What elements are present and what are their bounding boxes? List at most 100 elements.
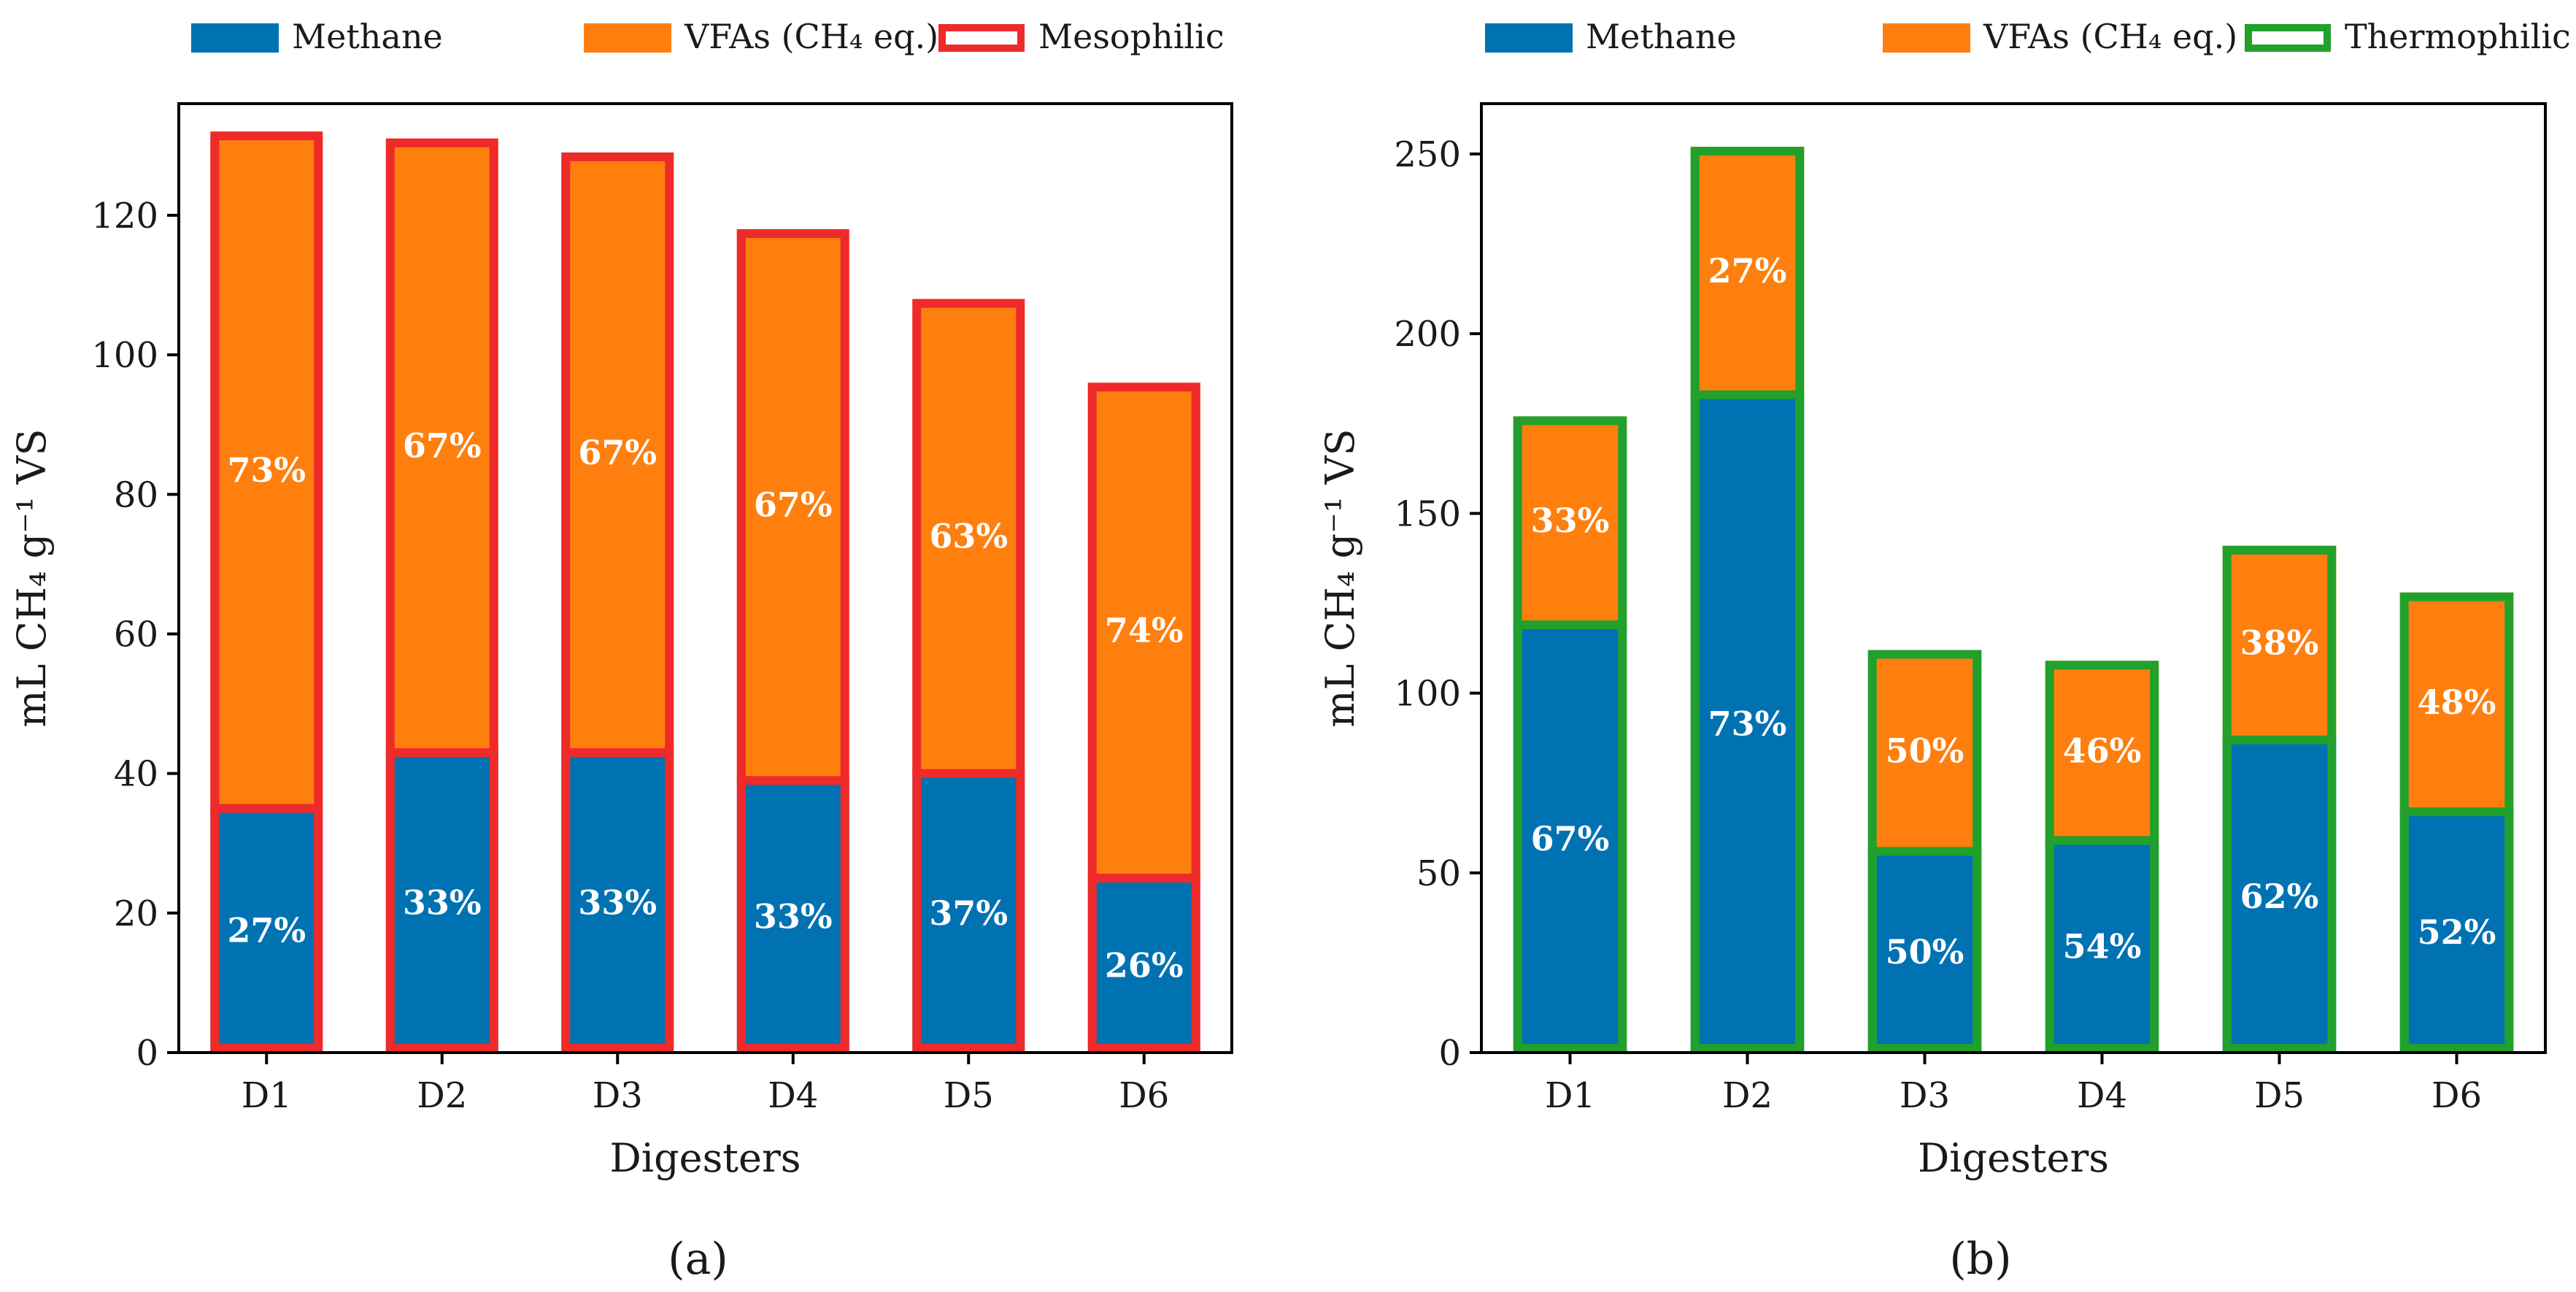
label-vfas-d1-a: 73% (227, 450, 306, 490)
plot-frame-b (1480, 102, 2547, 1054)
chart-panel-b: Methane VFAs (CH₄ eq.) Thermophilic 67% 3… (1317, 17, 2571, 1285)
y-tick-label-200-b: 200 (1394, 314, 1461, 355)
y-tick-label-50-b: 50 (1416, 853, 1461, 894)
panel-caption-a: (a) (668, 1234, 728, 1285)
legend-label-vfas-b: VFAs (CH₄ eq.) (1983, 17, 2237, 56)
x-tick-label-d2-b: D2 (1722, 1075, 1773, 1116)
x-tick-label-d6-a: D6 (1119, 1075, 1169, 1116)
x-tick-label-d1-b: D1 (1545, 1075, 1595, 1116)
y-tick-label-120-a: 120 (91, 196, 158, 237)
x-axis-title-a: Digesters (610, 1135, 801, 1181)
legend-label-outline-a: Mesophilic (1038, 17, 1225, 56)
bar-methane-d5-a (912, 773, 1025, 1053)
label-methane-d6-b: 52% (2418, 912, 2496, 952)
y-tick-label-0-b: 0 (1438, 1033, 1461, 1074)
bar-methane-d3-b (1867, 851, 1982, 1053)
bar-vfas-d5-a (912, 299, 1025, 774)
label-methane-d2-a: 33% (403, 883, 482, 922)
bar-vfas-d2-b (1690, 147, 1805, 395)
bar-vfas-d6-b (2399, 592, 2514, 812)
y-axis-title-b: mL CH₄ g⁻¹ VS (1317, 428, 1363, 727)
label-vfas-d2-a: 67% (403, 426, 482, 465)
bar-outline-d5-a (912, 299, 1025, 1053)
bar-outline-d6-a (1087, 382, 1200, 1053)
label-vfas-d5-a: 63% (929, 517, 1008, 556)
y-axis-title-a: mL CH₄ g⁻¹ VS (9, 428, 55, 727)
chart-panel-a: Methane VFAs (CH₄ eq.) Mesophilic 27% 73%… (9, 17, 1233, 1285)
x-axis-b: D1 D2 D3 D4 D5 D6 (1545, 1053, 2482, 1116)
label-vfas-d2-b: 27% (1708, 251, 1787, 291)
bar-outline-d2-a (385, 138, 498, 1053)
bar-methane-d5-b (2222, 739, 2337, 1053)
panel-caption-b: (b) (1949, 1234, 2011, 1285)
x-tick-label-d3-b: D3 (1900, 1075, 1950, 1116)
bar-outline-d1-a (210, 131, 323, 1053)
bar-methane-d3-a (561, 752, 674, 1053)
bar-methane-d1-a (210, 808, 323, 1053)
bar-outline-d1-b (1513, 416, 1627, 1053)
bar-outline-d4-b (2045, 661, 2159, 1053)
bar-vfas-d3-a (561, 152, 674, 753)
x-tick-label-d1-a: D1 (242, 1075, 292, 1116)
label-methane-d5-b: 62% (2240, 877, 2319, 916)
bar-outline-d6-b (2399, 592, 2514, 1053)
bar-methane-d2-a (385, 752, 498, 1053)
x-axis-title-b: Digesters (1918, 1135, 2109, 1181)
legend-label-methane-b: Methane (1586, 17, 1737, 56)
y-tick-label-100-b: 100 (1394, 674, 1461, 715)
legend-swatch-vfas-b (1883, 23, 1970, 53)
label-methane-d2-b: 73% (1708, 704, 1787, 743)
label-vfas-d5-b: 38% (2240, 623, 2319, 663)
y-tick-label-250-b: 250 (1394, 134, 1461, 175)
x-axis-a: D1 D2 D3 D4 D5 D6 (242, 1053, 1169, 1116)
legend-swatch-outline-a (938, 24, 1025, 52)
bar-methane-d6-b (2399, 812, 2514, 1053)
y-tick-label-80-a: 80 (114, 474, 158, 515)
legend-b: Methane VFAs (CH₄ eq.) Thermophilic (1485, 17, 2571, 56)
y-tick-label-100-a: 100 (91, 335, 158, 376)
y-tick-label-20-a: 20 (114, 893, 158, 934)
bar-outline-d3-a (561, 152, 674, 1053)
bar-vfas-d4-b (2045, 661, 2159, 841)
x-tick-label-d5-b: D5 (2254, 1075, 2305, 1116)
bar-vfas-d3-b (1867, 650, 1982, 852)
y-axis-b: 0 50 100 150 200 250 (1394, 134, 1481, 1074)
label-vfas-d3-b: 50% (1886, 731, 1964, 770)
bar-vfas-d2-a (385, 138, 498, 753)
bar-vfas-d4-a (736, 229, 849, 781)
label-methane-d1-a: 27% (227, 911, 306, 950)
y-axis-a: 0 20 40 60 80 100 120 (91, 196, 179, 1074)
x-tick-label-d4-a: D4 (768, 1075, 818, 1116)
y-tick-label-0-a: 0 (136, 1033, 158, 1074)
legend-a: Methane VFAs (CH₄ eq.) Mesophilic (191, 17, 1225, 56)
legend-swatch-vfas-a (584, 23, 671, 53)
bar-outline-d5-b (2222, 545, 2337, 1053)
bar-methane-d4-a (736, 780, 849, 1053)
plot-frame-a (177, 102, 1233, 1054)
x-tick-label-d6-b: D6 (2432, 1075, 2482, 1116)
bar-methane-d2-b (1690, 394, 1805, 1053)
label-methane-d1-b: 67% (1531, 819, 1610, 858)
bar-outline-d4-a (736, 229, 849, 1053)
label-vfas-d4-b: 46% (2063, 731, 2142, 770)
bars-a: 27% 73% 33% 67% 33% 67% 33% 67% 37% 63% 26% 74% (210, 131, 1200, 1053)
legend-swatch-methane-b (1485, 23, 1573, 53)
label-methane-d3-b: 50% (1886, 932, 1964, 972)
label-vfas-d6-a: 74% (1105, 611, 1184, 650)
bar-vfas-d6-a (1087, 382, 1200, 879)
legend-swatch-methane-a (191, 23, 279, 53)
bar-methane-d4-b (2045, 840, 2159, 1053)
legend-label-methane-a: Methane (292, 17, 443, 56)
y-tick-label-40-a: 40 (114, 754, 158, 795)
label-methane-d6-a: 26% (1105, 946, 1184, 985)
y-tick-label-150-b: 150 (1394, 493, 1461, 534)
bar-outline-d2-b (1690, 147, 1805, 1053)
x-tick-label-d5-a: D5 (944, 1075, 994, 1116)
label-vfas-d4-a: 67% (754, 485, 833, 525)
x-tick-label-d4-b: D4 (2077, 1075, 2127, 1116)
legend-swatch-outline-b (2245, 24, 2331, 52)
label-methane-d4-a: 33% (754, 897, 833, 937)
legend-label-outline-b: Thermophilic (2345, 17, 2571, 56)
x-tick-label-d3-a: D3 (593, 1075, 643, 1116)
